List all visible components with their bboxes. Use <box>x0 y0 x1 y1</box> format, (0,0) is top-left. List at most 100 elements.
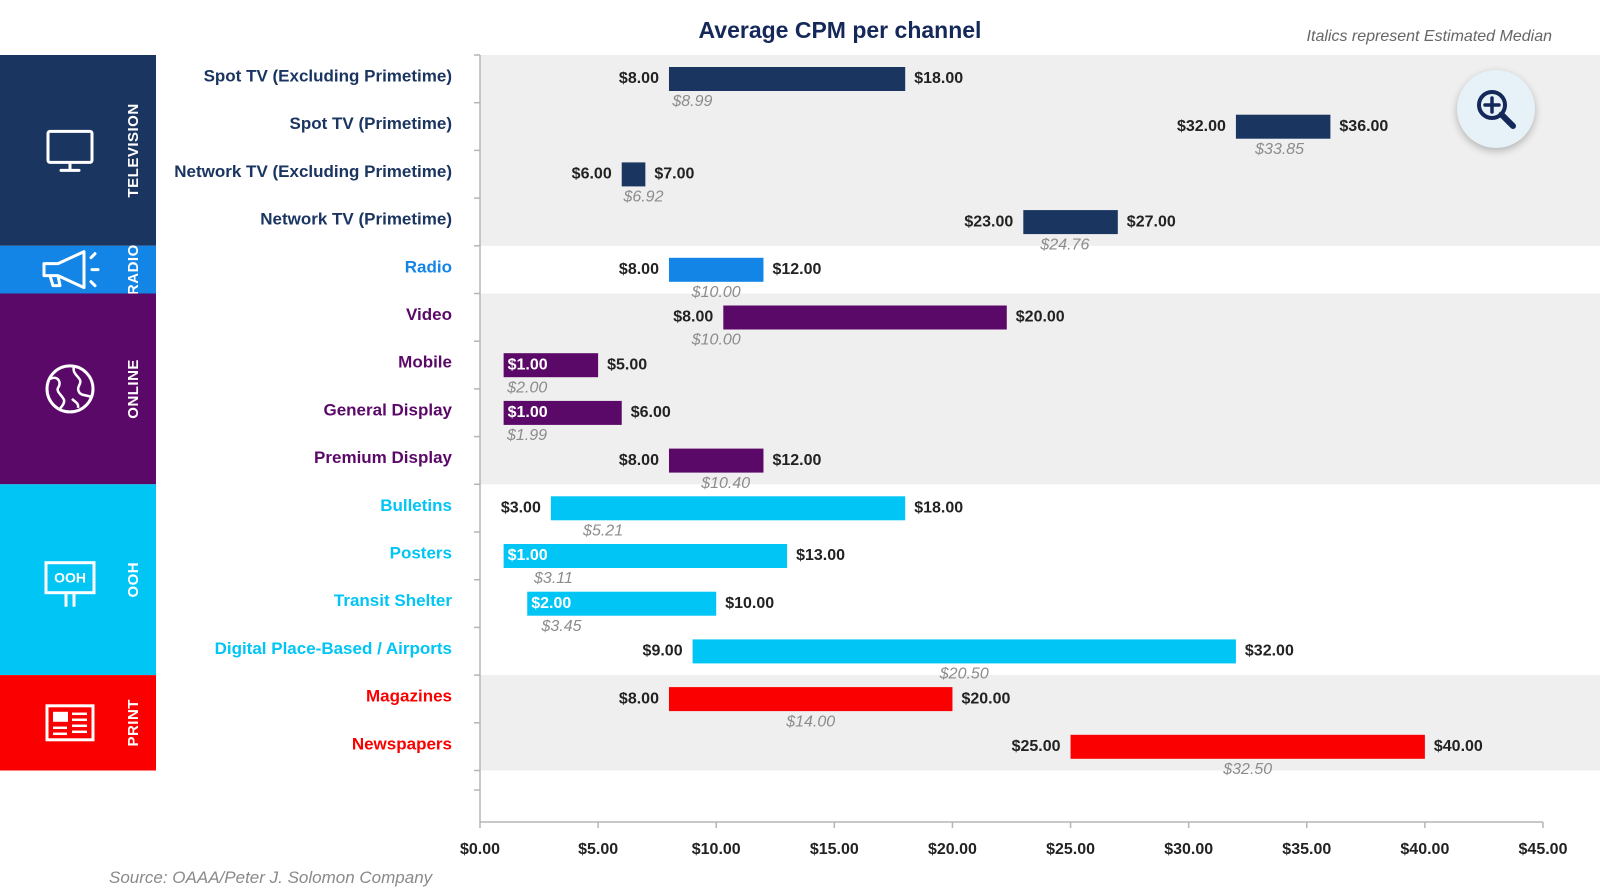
low-value-label: $8.00 <box>619 70 659 87</box>
low-value-label: $9.00 <box>643 643 683 660</box>
x-tick-label: $40.00 <box>1400 841 1449 858</box>
median-label: $33.85 <box>1254 141 1304 158</box>
median-label: $24.76 <box>1039 236 1089 253</box>
group-block-ooh <box>0 484 156 676</box>
group-label-ooh: OOH <box>125 562 142 598</box>
median-label: $10.00 <box>691 332 741 349</box>
category-label: Spot TV (Excluding Primetime) <box>204 66 452 85</box>
high-value-label: $5.00 <box>607 356 647 373</box>
low-value-label: $1.00 <box>508 356 548 373</box>
x-tick-label: $0.00 <box>460 841 500 858</box>
low-value-label: $8.00 <box>619 452 659 469</box>
svg-text:OOH: OOH <box>54 570 86 586</box>
low-value-label: $32.00 <box>1177 118 1226 135</box>
category-label: Video <box>406 305 452 324</box>
billboard-icon: OOH <box>44 561 96 607</box>
group-label-radio: RADIO <box>125 244 142 295</box>
median-label: $14.00 <box>785 713 835 730</box>
low-value-label: $8.00 <box>619 261 659 278</box>
range-bar <box>550 496 906 521</box>
category-label: Posters <box>390 543 452 562</box>
range-bar <box>527 591 717 616</box>
range-bar <box>668 687 953 712</box>
category-label: General Display <box>323 400 452 419</box>
high-value-label: $7.00 <box>654 166 694 183</box>
zoom-button[interactable] <box>1457 70 1535 148</box>
x-tick-label: $15.00 <box>810 841 859 858</box>
median-label: $10.00 <box>691 284 741 301</box>
x-tick-label: $10.00 <box>692 841 741 858</box>
category-label: Transit Shelter <box>334 591 452 610</box>
x-tick-label: $5.00 <box>578 841 618 858</box>
high-value-label: $12.00 <box>772 452 821 469</box>
zoom-in-icon <box>1477 90 1516 129</box>
category-label: Digital Place-Based / Airports <box>215 639 452 658</box>
median-label: $20.50 <box>939 666 989 683</box>
low-value-label: $1.00 <box>508 404 548 421</box>
range-bar <box>503 353 599 378</box>
globe-icon <box>45 364 95 414</box>
low-value-label: $6.00 <box>572 166 612 183</box>
high-value-label: $10.00 <box>725 595 774 612</box>
low-value-label: $23.00 <box>964 213 1013 230</box>
median-label: $32.50 <box>1222 761 1272 778</box>
category-label: Bulletins <box>380 496 452 515</box>
low-value-label: $3.00 <box>501 500 541 517</box>
low-value-label: $8.00 <box>673 309 713 326</box>
x-tick-label: $30.00 <box>1164 841 1213 858</box>
median-label: $1.99 <box>506 427 547 444</box>
median-label: $8.99 <box>671 93 712 110</box>
high-value-label: $20.00 <box>1016 309 1065 326</box>
high-value-label: $18.00 <box>914 500 963 517</box>
range-bar <box>1070 734 1425 759</box>
group-block-television <box>0 55 156 246</box>
x-tick-label: $20.00 <box>928 841 977 858</box>
high-value-label: $6.00 <box>631 404 671 421</box>
median-label: $3.45 <box>540 618 581 635</box>
high-value-label: $13.00 <box>796 547 845 564</box>
range-bar <box>668 67 906 91</box>
x-tick-label: $25.00 <box>1046 841 1095 858</box>
category-label: Magazines <box>366 687 452 706</box>
high-value-label: $40.00 <box>1434 738 1483 755</box>
group-label-online: ONLINE <box>125 359 142 419</box>
category-label: Network TV (Excluding Primetime) <box>174 162 452 181</box>
median-label: $2.00 <box>506 379 547 396</box>
median-note: Italics represent Estimated Median <box>1307 28 1553 45</box>
group-label-print: PRINT <box>125 699 142 747</box>
low-value-label: $25.00 <box>1012 738 1061 755</box>
median-label: $5.21 <box>582 523 623 540</box>
chart-title: Average CPM per channel <box>699 17 982 43</box>
group-label-television: TELEVISION <box>125 103 142 197</box>
high-value-label: $32.00 <box>1245 643 1294 660</box>
median-label: $10.40 <box>700 475 750 492</box>
range-bar <box>668 448 764 473</box>
group-band-online <box>480 293 1600 485</box>
range-bar <box>503 544 788 568</box>
source-note: Source: OAAA/Peter J. Solomon Company <box>109 868 434 887</box>
category-label: Spot TV (Primetime) <box>290 114 452 133</box>
x-tick-label: $45.00 <box>1519 841 1568 858</box>
category-label: Radio <box>405 257 452 276</box>
range-bar <box>503 400 622 425</box>
range-bar <box>723 305 1007 330</box>
high-value-label: $12.00 <box>772 261 821 278</box>
median-label: $6.92 <box>622 189 663 206</box>
low-value-label: $1.00 <box>508 547 548 564</box>
range-bar <box>621 162 646 187</box>
category-label: Newspapers <box>352 734 452 753</box>
x-tick-label: $35.00 <box>1282 841 1331 858</box>
high-value-label: $27.00 <box>1127 213 1176 230</box>
high-value-label: $18.00 <box>914 70 963 87</box>
high-value-label: $20.00 <box>961 690 1010 707</box>
tv-icon <box>46 129 94 172</box>
range-bar <box>1235 114 1331 139</box>
low-value-label: $2.00 <box>531 595 571 612</box>
category-label: Premium Display <box>314 448 452 467</box>
low-value-label: $8.00 <box>619 690 659 707</box>
high-value-label: $36.00 <box>1339 118 1388 135</box>
megaphone-icon <box>42 250 100 290</box>
category-label: Mobile <box>398 353 452 372</box>
category-label: Network TV (Primetime) <box>260 210 452 229</box>
